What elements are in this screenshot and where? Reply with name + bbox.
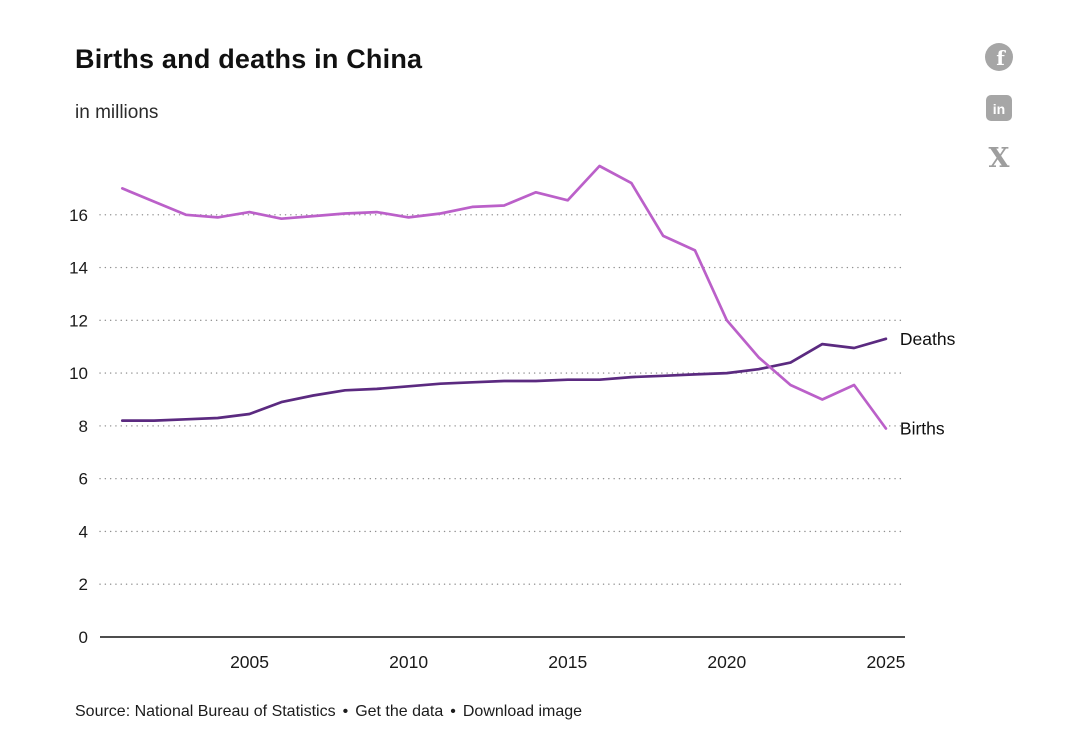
x-tick-label-2005: 2005: [230, 652, 269, 672]
footer-separator: •: [450, 703, 456, 720]
download-image-link[interactable]: Download image: [462, 703, 583, 720]
deaths-line: [120, 337, 888, 422]
chart-title: Births and deaths in China: [75, 44, 423, 74]
y-tick-label-12: 12: [69, 311, 88, 330]
x-icon-glyph: X: [989, 144, 1010, 172]
y-tick-label-4: 4: [79, 522, 88, 541]
deaths-series-label: Deaths: [900, 329, 956, 349]
births-line: [120, 164, 888, 430]
linkedin-icon-glyph: in: [993, 101, 1005, 117]
footer: Source: National Bureau of Statistics • Ge…: [75, 703, 582, 721]
x-tick-label-2010: 2010: [389, 652, 428, 672]
x-tick-label-2020: 2020: [707, 652, 746, 672]
footer-separator: •: [342, 703, 349, 720]
y-tick-label-6: 6: [79, 470, 88, 489]
y-tick-label-8: 8: [79, 417, 88, 436]
facebook-icon-glyph: f: [996, 46, 1006, 70]
x-share-icon[interactable]: X: [985, 144, 1013, 172]
facebook-icon-circle: [985, 43, 1013, 71]
get-the-data-link[interactable]: Get the data: [355, 703, 444, 720]
x-tick-label-2025: 2025: [866, 652, 905, 672]
y-tick-label-16: 16: [69, 206, 88, 225]
births-series-label: Births: [900, 419, 945, 439]
share-toolbar: f in X: [982, 42, 1016, 172]
source-text: Source: National Bureau of Statistics: [75, 703, 336, 720]
y-tick-label-0: 0: [79, 628, 88, 647]
y-tick-label-10: 10: [69, 364, 88, 383]
chart-subtitle: in millions: [75, 102, 159, 123]
linkedin-icon-square: [986, 95, 1012, 121]
y-tick-label-14: 14: [69, 259, 88, 278]
facebook-share-icon[interactable]: f: [984, 42, 1014, 72]
y-tick-label-2: 2: [79, 575, 88, 594]
x-tick-label-2015: 2015: [548, 652, 587, 672]
linkedin-share-icon[interactable]: in: [985, 94, 1013, 122]
